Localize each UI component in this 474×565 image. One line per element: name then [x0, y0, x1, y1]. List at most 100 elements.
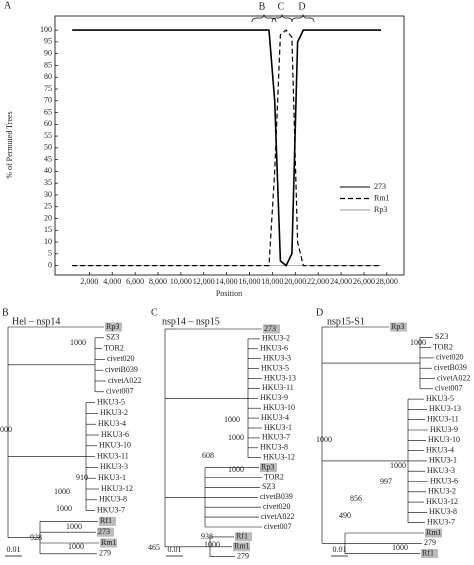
legend-label: 273	[374, 182, 386, 191]
bootstrap-value: 1000	[204, 540, 220, 549]
leaf-label: civetB039	[434, 363, 467, 372]
leaf-label: Rf1	[422, 548, 434, 557]
x-tick-label: 20,000	[284, 277, 306, 286]
leaf-box	[233, 542, 250, 552]
y-tick-label: 20	[44, 213, 52, 222]
leaf-label: Rp3	[261, 462, 274, 471]
leaf-label: HKU3-13	[429, 404, 461, 413]
annotation: D	[298, 1, 305, 12]
panel-letter: A	[4, 0, 12, 11]
leaf-box	[421, 549, 438, 559]
leaf-label: Rf1	[100, 516, 112, 525]
bootstrap-value: 1000	[410, 338, 426, 347]
x-tick-label: 18,000	[261, 277, 283, 286]
bootstrap-value: 1000	[390, 461, 406, 470]
leaf-label: HKU3-4	[426, 445, 454, 454]
y-tick-label: 60	[44, 119, 52, 128]
leaf-label: HKU3-1	[98, 473, 126, 482]
leaf-label: SZ3	[435, 332, 448, 341]
leaf-label: Rm1	[234, 542, 250, 551]
y-tick-label: 25	[44, 202, 52, 211]
leaf-label: HKU3-10	[99, 441, 131, 450]
leaf-label: HKU3-6	[260, 344, 288, 353]
x-tick-label: 26,000	[353, 277, 375, 286]
leaf-label: HKU3-5	[426, 394, 454, 403]
leaf-label: HKU3-4	[261, 413, 289, 422]
leaf-label: Rp3	[391, 322, 404, 331]
x-tick-label: 10,000	[170, 277, 192, 286]
y-tick-label: 85	[44, 60, 52, 69]
leaf-label: HKU3-1	[429, 456, 457, 465]
leaf-label: HKU3-12	[426, 497, 458, 506]
x-tick-label: 2,000	[80, 277, 98, 286]
x-tick-label: 8,000	[149, 277, 167, 286]
leaf-label: HKU3-8	[260, 443, 288, 452]
y-tick-label: 90	[44, 49, 52, 58]
leaf-label: Rm1	[426, 528, 442, 537]
scale-label: 0.01	[168, 545, 182, 554]
tree-title: nsp14 – nsp15	[162, 316, 220, 327]
leaf-label: HKU3-8	[99, 495, 127, 504]
leaf-box	[260, 463, 277, 473]
leaf-label: HKU3-2	[100, 408, 128, 417]
leaf-label: civet007	[435, 384, 463, 393]
leaf-label: HKU3-5	[97, 397, 125, 406]
leaf-label: HKU3-12	[263, 453, 295, 462]
tree-title: Hel – nsp14	[12, 316, 60, 327]
y-tick-label: 80	[44, 72, 52, 81]
leaf-box	[99, 516, 116, 526]
y-tick-label: 55	[44, 131, 52, 140]
y-tick-label: 40	[44, 166, 52, 175]
x-tick-label: 12,000	[193, 277, 215, 286]
leaf-label: HKU3-3	[263, 354, 291, 363]
bootstrap-value: 856	[350, 494, 362, 503]
leaf-label: Rp3	[106, 322, 119, 331]
leaf-label: HKU3-6	[101, 430, 129, 439]
x-tick-label: 6,000	[126, 277, 144, 286]
plot-frame	[54, 15, 405, 276]
y-tick-label: 5	[48, 249, 52, 258]
bootstrap-value: 608	[202, 451, 214, 460]
y-tick-label: 75	[44, 84, 52, 93]
leaf-label: civetA022	[108, 376, 141, 385]
x-tick-label: 28,000	[376, 277, 398, 286]
leaf-label: HKU3-7	[427, 518, 455, 527]
annotation: C	[278, 1, 285, 12]
series-line	[72, 29, 382, 267]
bootstrap-value: 1000	[0, 425, 12, 434]
leaf-label: 273	[264, 324, 276, 333]
leaf-label: SZ3	[106, 333, 119, 342]
y-axis-label: % of Permuted Trees	[5, 111, 14, 178]
leaf-label: HKU3-10	[263, 403, 295, 412]
bootstrap-value: 928	[30, 533, 42, 542]
y-tick-label: 45	[44, 154, 52, 163]
leaf-label: 279	[424, 538, 436, 547]
leaf-box	[263, 324, 280, 334]
y-tick-label: 95	[44, 37, 52, 46]
leaf-box	[105, 322, 122, 332]
y-tick-label: 15	[44, 225, 52, 234]
panel-letter: D	[316, 307, 323, 318]
leaf-label: HKU3-6	[430, 476, 458, 485]
bootstrap-value: 465	[148, 543, 160, 552]
leaf-label: HKU3-5	[261, 363, 289, 372]
leaf-label: HKU3-2	[262, 334, 290, 343]
x-axis-label: Position	[216, 289, 242, 298]
leaf-label: TOR2	[104, 343, 124, 352]
leaf-label: civetA022	[437, 373, 470, 382]
y-tick-label: 65	[44, 107, 52, 116]
leaf-label: HKU3-10	[428, 435, 460, 444]
y-tick-label: 10	[44, 237, 52, 246]
bootstrap-value: 490	[339, 511, 351, 520]
x-tick-label: 22,000	[307, 277, 329, 286]
bootstrap-value: 1000	[56, 504, 72, 513]
y-tick-label: 70	[44, 96, 52, 105]
leaf-label: HKU3-2	[428, 487, 456, 496]
leaf-label: HKU3-9	[260, 393, 288, 402]
x-tick-label: 24,000	[330, 277, 352, 286]
bootstrap-value: 1000	[68, 542, 84, 551]
leaf-label: HKU3-9	[430, 425, 458, 434]
leaf-label: civet020	[107, 354, 135, 363]
leaf-label: HKU3-3	[100, 462, 128, 471]
